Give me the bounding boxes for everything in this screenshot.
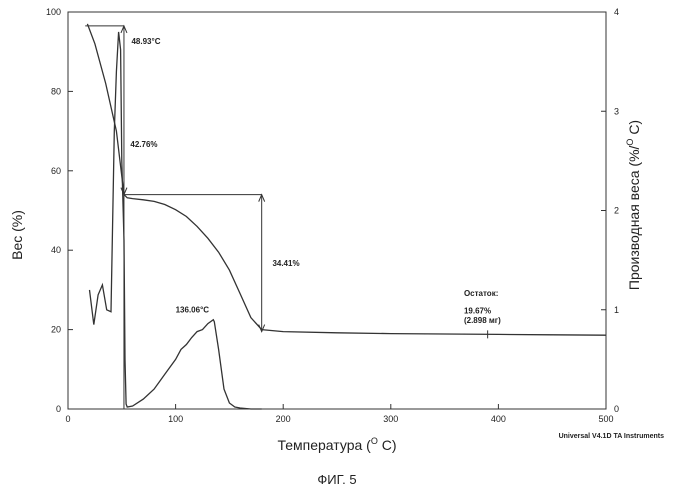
y-left-tick-label: 20 bbox=[51, 325, 61, 335]
y-left-tick-label: 60 bbox=[51, 166, 61, 176]
ticks-layer: 010020030040050002040608010001234 bbox=[46, 7, 619, 424]
x-tick-label: 500 bbox=[598, 414, 613, 424]
annotation-peak1: 48.93°C bbox=[131, 37, 160, 46]
x-tick-label: 300 bbox=[383, 414, 398, 424]
y-right-tick-label: 0 bbox=[614, 404, 619, 414]
y-right-tick-label: 3 bbox=[614, 106, 619, 116]
annotation-residue_title: Остаток: bbox=[464, 289, 498, 298]
y-right-tick-label: 2 bbox=[614, 206, 619, 216]
y-left-tick-label: 80 bbox=[51, 86, 61, 96]
x-tick-label: 400 bbox=[491, 414, 506, 424]
y-right-axis-title: Производная веса (%/O C) bbox=[625, 120, 642, 290]
annotation-loss2: 34.41% bbox=[272, 259, 299, 268]
y-right-tick-label: 1 bbox=[614, 305, 619, 315]
x-tick-label: 100 bbox=[168, 414, 183, 424]
instrument-credit: Universal V4.1D TA Instruments bbox=[559, 433, 665, 440]
y-right-tick-label: 4 bbox=[614, 7, 619, 17]
weight-curve bbox=[87, 24, 606, 335]
x-tick-label: 200 bbox=[276, 414, 291, 424]
chart: 010020030040050002040608010001234 48.93°… bbox=[0, 0, 674, 470]
derivative-curve bbox=[90, 32, 262, 409]
annotation-layer: 48.93°C 42.76% 34.41% 136.06°C Остаток: 19.67… bbox=[85, 26, 501, 409]
series-layer bbox=[87, 24, 606, 409]
annotation-loss1: 42.76% bbox=[130, 140, 157, 149]
y-left-tick-label: 0 bbox=[56, 404, 61, 414]
y-left-axis-title: Вес (%) bbox=[9, 210, 25, 260]
plot-frame bbox=[68, 12, 606, 409]
annotation-residue_pct: 19.67% bbox=[464, 307, 491, 316]
y-left-tick-label: 40 bbox=[51, 245, 61, 255]
annotation-peak2: 136.06°C bbox=[176, 306, 210, 315]
x-axis-title: Температура (O C) bbox=[277, 436, 396, 453]
x-tick-label: 0 bbox=[65, 414, 70, 424]
figure-caption: ФИГ. 5 bbox=[0, 472, 674, 487]
annotation-residue_mg: (2.898 мг) bbox=[464, 316, 501, 325]
y-left-tick-label: 100 bbox=[46, 7, 61, 17]
